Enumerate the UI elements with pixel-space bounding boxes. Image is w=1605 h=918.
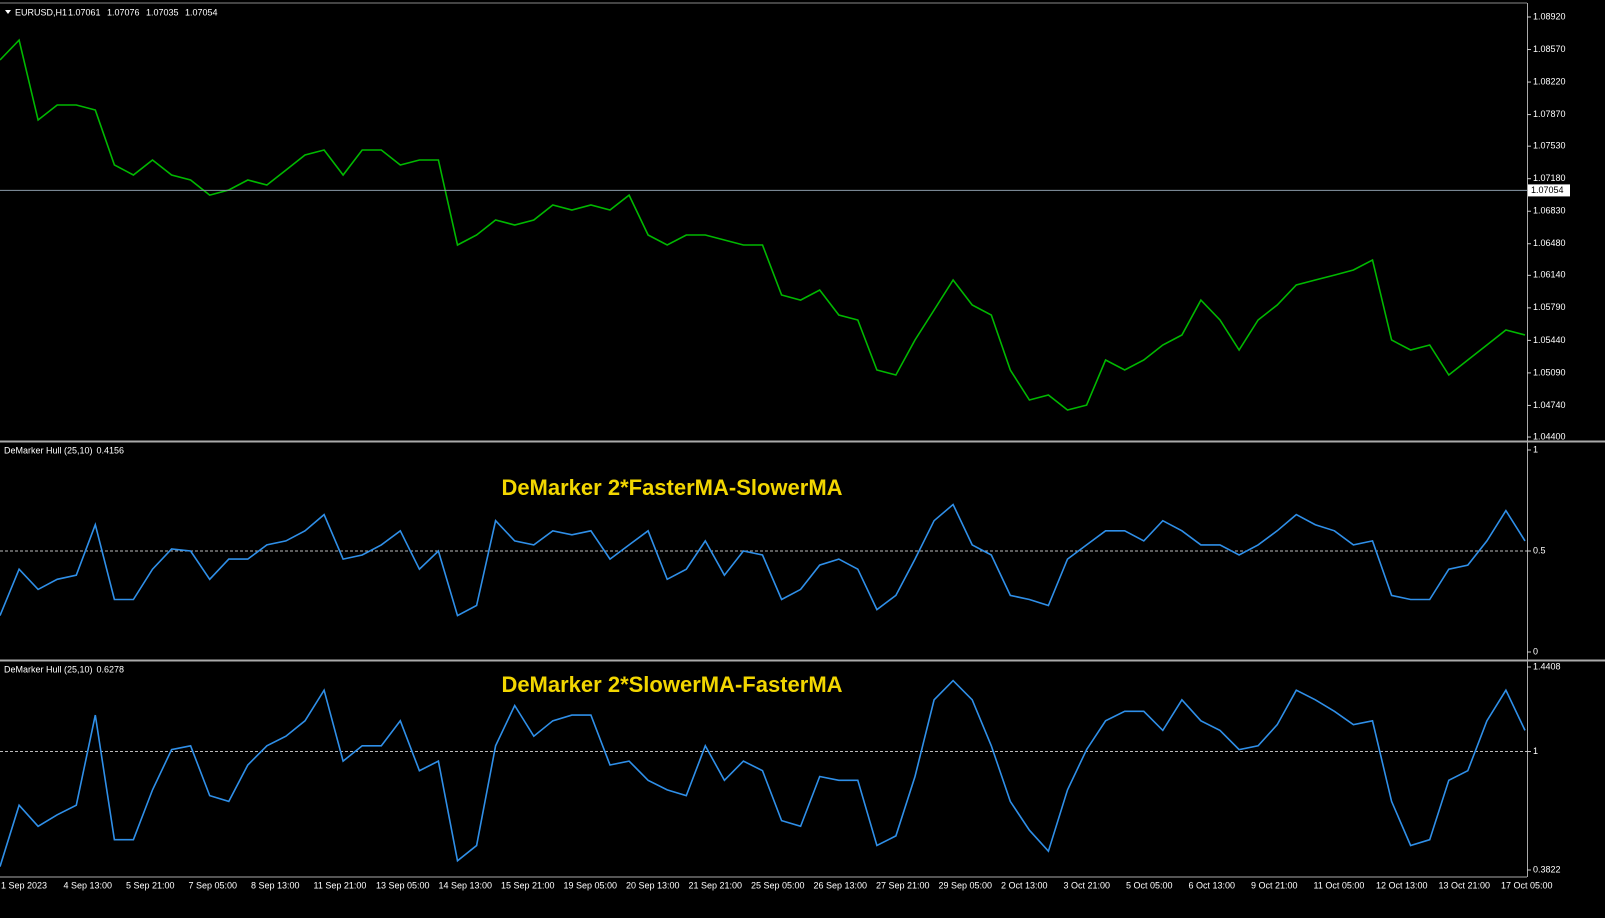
time-label: 6 Oct 13:00 xyxy=(1189,880,1236,890)
y-tick-label: 1.08220 xyxy=(1533,76,1566,86)
y-tick-label: 1.05790 xyxy=(1533,302,1566,312)
last-price-box xyxy=(1528,184,1570,197)
time-label: 26 Sep 13:00 xyxy=(814,880,868,890)
time-label: 13 Oct 21:00 xyxy=(1439,880,1491,890)
y-tick-label: 1 xyxy=(1533,444,1538,454)
y-tick-label: 1.08570 xyxy=(1533,44,1566,54)
y-tick-label: 1.06480 xyxy=(1533,238,1566,248)
indicator-annotation: DeMarker 2*FasterMA-SlowerMA xyxy=(501,475,842,500)
y-tick-label: 1.05440 xyxy=(1533,335,1566,345)
time-label: 29 Sep 05:00 xyxy=(939,880,993,890)
time-label: 21 Sep 21:00 xyxy=(689,880,743,890)
series-line xyxy=(0,679,1526,867)
time-label: 8 Sep 13:00 xyxy=(251,880,300,890)
indicator-annotation: DeMarker 2*SlowerMA-FasterMA xyxy=(501,672,842,697)
series-line xyxy=(0,503,1526,617)
time-label: 2 Oct 13:00 xyxy=(1001,880,1048,890)
time-label: 13 Sep 05:00 xyxy=(376,880,430,890)
y-tick-label: 0.3822 xyxy=(1533,864,1561,874)
y-tick-label: 1.4408 xyxy=(1533,661,1561,671)
y-tick-label: 1.07530 xyxy=(1533,141,1566,151)
time-label: 17 Oct 05:00 xyxy=(1501,880,1553,890)
time-label: 20 Sep 13:00 xyxy=(626,880,680,890)
y-tick-label: 1 xyxy=(1533,746,1538,756)
y-tick-label: 0 xyxy=(1533,646,1538,656)
y-tick-label: 0.5 xyxy=(1533,545,1546,555)
y-tick-label: 1.07870 xyxy=(1533,109,1566,119)
indicator-value: 0.4156 xyxy=(97,445,125,455)
indicator-value: 0.6278 xyxy=(97,664,125,674)
symbol-label: EURUSD,H1 xyxy=(15,7,67,17)
y-tick-label: 1.04740 xyxy=(1533,400,1566,410)
time-label: 5 Sep 21:00 xyxy=(126,880,175,890)
time-label: 27 Sep 21:00 xyxy=(876,880,930,890)
ohlc-value: 1.07054 xyxy=(185,7,218,17)
y-tick-label: 1.06830 xyxy=(1533,206,1566,216)
time-label: 25 Sep 05:00 xyxy=(751,880,805,890)
time-label: 11 Oct 05:00 xyxy=(1314,880,1365,890)
time-label: 12 Oct 13:00 xyxy=(1376,880,1428,890)
time-label: 5 Oct 05:00 xyxy=(1126,880,1173,890)
last-price-label: 1.07054 xyxy=(1531,185,1564,195)
time-label: 1 Sep 2023 xyxy=(1,880,47,890)
ohlc-value: 1.07035 xyxy=(146,7,179,17)
y-tick-label: 1.05090 xyxy=(1533,367,1566,377)
y-tick-label: 1.07180 xyxy=(1533,173,1566,183)
time-label: 7 Sep 05:00 xyxy=(189,880,238,890)
indicator-name: DeMarker Hull (25,10) xyxy=(4,445,93,455)
ohlc-value: 1.07061 xyxy=(68,7,101,17)
ohlc-value: 1.07076 xyxy=(107,7,140,17)
time-label: 11 Sep 21:00 xyxy=(314,880,367,890)
time-label: 4 Sep 13:00 xyxy=(64,880,113,890)
time-label: 9 Oct 21:00 xyxy=(1251,880,1298,890)
y-tick-label: 1.04400 xyxy=(1533,431,1566,441)
time-label: 14 Sep 13:00 xyxy=(439,880,493,890)
time-label: 19 Sep 05:00 xyxy=(564,880,618,890)
indicator-name: DeMarker Hull (25,10) xyxy=(4,664,93,674)
time-label: 15 Sep 21:00 xyxy=(501,880,555,890)
time-label: 3 Oct 21:00 xyxy=(1064,880,1111,890)
series-line xyxy=(0,38,1526,411)
menu-arrow[interactable] xyxy=(5,10,11,14)
y-tick-label: 1.08920 xyxy=(1533,11,1566,21)
y-tick-label: 1.06140 xyxy=(1533,270,1566,280)
